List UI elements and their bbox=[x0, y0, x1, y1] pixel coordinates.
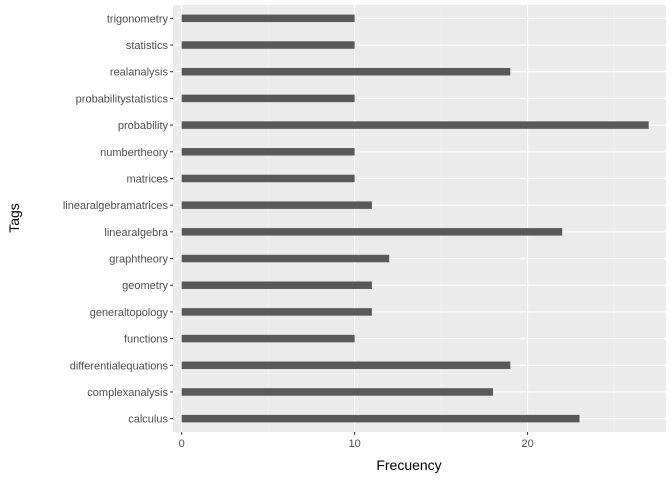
bar-linearalgebra bbox=[181, 228, 563, 236]
bar-generaltopology bbox=[181, 308, 372, 316]
y-axis: calculus complexanalysis differentialequat… bbox=[63, 13, 173, 426]
bar-geometry bbox=[181, 281, 372, 289]
y-tick-label: numbertheory bbox=[100, 147, 168, 159]
bar-graphtheory bbox=[181, 254, 390, 263]
y-tick-label: differentialequations bbox=[70, 360, 169, 372]
bar-probability bbox=[181, 121, 649, 129]
y-tick-label: probability bbox=[118, 120, 169, 132]
y-tick-label: realanalysis bbox=[110, 67, 169, 79]
bar-numbertheory bbox=[181, 148, 355, 156]
bar-matrices bbox=[181, 174, 355, 183]
y-tick-label: trigonometry bbox=[107, 13, 169, 25]
y-tick-label: functions bbox=[124, 334, 169, 346]
y-axis-title: Tags bbox=[6, 203, 22, 233]
plot-panel bbox=[173, 5, 666, 432]
bar-complexanalysis bbox=[181, 388, 494, 396]
y-tick-label: linearalgebramatrices bbox=[63, 200, 169, 212]
bar-probabilitystatistics bbox=[181, 94, 355, 103]
y-tick-label: geometry bbox=[122, 280, 168, 292]
bars bbox=[181, 14, 649, 423]
y-tick-label: graphtheory bbox=[109, 254, 168, 266]
bar-trigonometry bbox=[181, 14, 355, 23]
x-tick-label: 20 bbox=[521, 438, 533, 450]
y-tick-label: linearalgebra bbox=[104, 227, 168, 239]
bar-calculus bbox=[181, 414, 580, 423]
y-tick-label: matrices bbox=[126, 173, 168, 185]
x-axis: 0 10 20 bbox=[179, 432, 534, 450]
bar-differentialequations bbox=[181, 361, 511, 370]
x-tick-label: 0 bbox=[179, 438, 185, 450]
bar-statistics bbox=[181, 41, 355, 49]
y-tick-label: complexanalysis bbox=[87, 387, 168, 399]
x-axis-title: Frecuency bbox=[376, 457, 441, 473]
bar-linearalgebramatrices bbox=[181, 201, 372, 209]
bar-functions bbox=[181, 334, 355, 343]
y-tick-label: statistics bbox=[126, 40, 169, 52]
x-tick-label: 10 bbox=[349, 438, 361, 450]
bar-realanalysis bbox=[181, 67, 511, 76]
y-tick-label: probabilitystatistics bbox=[76, 93, 169, 105]
y-tick-label: generaltopology bbox=[90, 307, 169, 319]
y-tick-label: calculus bbox=[128, 414, 168, 426]
